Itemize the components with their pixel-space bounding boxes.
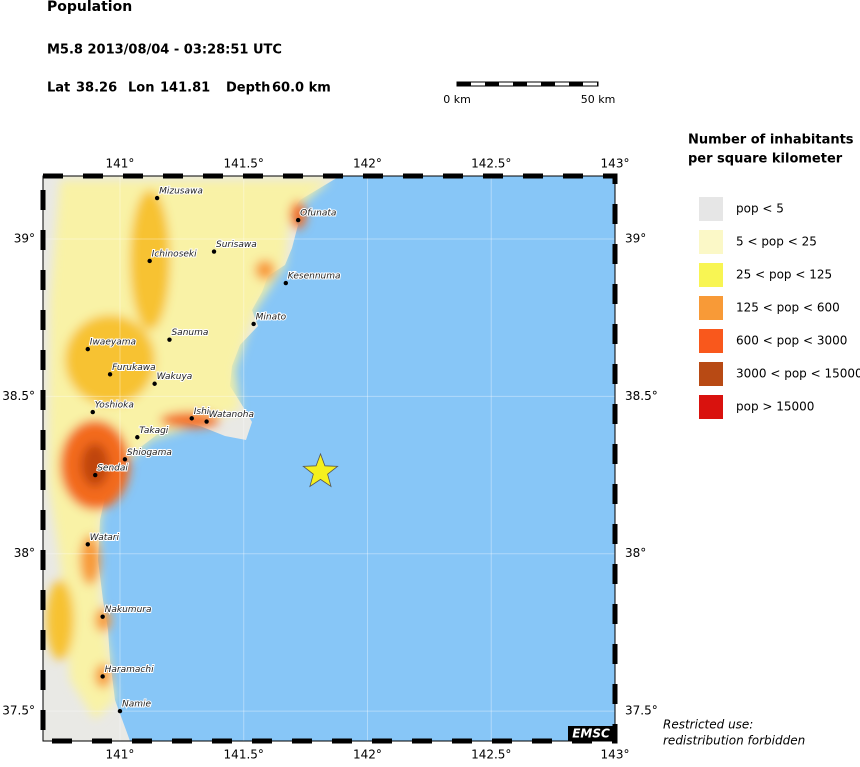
x-tick-label: 141° bbox=[106, 157, 135, 171]
city-label: Minato bbox=[256, 312, 287, 322]
city-label: Ishi bbox=[194, 407, 210, 417]
scale-start: 0 km bbox=[443, 93, 471, 106]
legend-swatch bbox=[699, 395, 723, 419]
city-label: Takagi bbox=[139, 426, 169, 436]
city-dot bbox=[189, 416, 194, 421]
x-tick-label: 142° bbox=[353, 157, 382, 171]
city-label: Nakumura bbox=[105, 605, 152, 615]
lon-label: Lon bbox=[128, 81, 154, 96]
legend-swatch bbox=[699, 329, 723, 353]
legend-swatch bbox=[699, 230, 723, 254]
x-tick-label: 142.5° bbox=[471, 748, 511, 762]
city-dot bbox=[135, 435, 140, 440]
city-label: Sanuma bbox=[171, 328, 208, 338]
city-dot bbox=[85, 346, 90, 352]
city-dot bbox=[107, 372, 113, 377]
city-dot bbox=[93, 472, 98, 478]
city-dot bbox=[211, 249, 217, 254]
city-label: Ichinoseki bbox=[152, 249, 197, 259]
city-dot bbox=[204, 419, 209, 424]
city-dot bbox=[100, 614, 105, 619]
x-tick-label: 143° bbox=[601, 157, 630, 171]
scale-end: 50 km bbox=[581, 93, 616, 106]
population-density bbox=[46, 180, 330, 720]
legend-swatch bbox=[699, 197, 723, 221]
city-label: Ofunata bbox=[300, 209, 336, 219]
legend-label: 3000 < pop < 15000 bbox=[736, 367, 860, 381]
legend-title: per square kilometer bbox=[688, 152, 843, 167]
x-tick-label: 142.5° bbox=[471, 157, 511, 171]
city-dot bbox=[154, 195, 160, 201]
title: Population bbox=[47, 0, 132, 15]
y-tick-label: 38° bbox=[14, 546, 35, 560]
map: Mizusawa Ofunata Surisawa Ichinoseki Kesennu… bbox=[43, 176, 615, 741]
legend-label: 125 < pop < 600 bbox=[736, 301, 840, 315]
legend-label: pop > 15000 bbox=[736, 400, 814, 414]
x-tick-label: 141.5° bbox=[224, 748, 264, 762]
city-label: Surisawa bbox=[216, 240, 257, 250]
y-tick-label: 38.5° bbox=[625, 389, 658, 403]
city-label: Kesennuma bbox=[288, 272, 341, 282]
legend-swatch bbox=[699, 296, 723, 320]
city-label: Namie bbox=[122, 700, 152, 710]
city-dot bbox=[100, 674, 105, 679]
city-label: Haramachi bbox=[105, 665, 154, 675]
city-label: Mizusawa bbox=[159, 187, 203, 197]
scale-bar bbox=[456, 81, 599, 87]
legend-label: 25 < pop < 125 bbox=[736, 268, 832, 282]
city-label: Iwaeyama bbox=[90, 338, 136, 348]
city-dot bbox=[152, 381, 157, 386]
footer: Restricted use: bbox=[663, 718, 753, 732]
depth: 60.0 km bbox=[272, 81, 331, 96]
legend-title: Number of inhabitants bbox=[688, 133, 854, 148]
city-label: Shiogama bbox=[127, 448, 172, 458]
x-tick-label: 142° bbox=[353, 748, 382, 762]
x-tick-label: 141.5° bbox=[224, 157, 264, 171]
epicenter bbox=[302, 452, 339, 488]
city-dot bbox=[90, 409, 95, 415]
footer: redistribution forbidden bbox=[663, 734, 805, 748]
city-dot bbox=[251, 321, 256, 327]
city-label: Yoshioka bbox=[95, 401, 134, 411]
legend-swatch bbox=[699, 362, 723, 386]
city-dot bbox=[295, 217, 301, 223]
depth-label: Depth bbox=[226, 81, 270, 96]
y-tick-label: 39° bbox=[625, 231, 646, 245]
city-dot bbox=[147, 258, 152, 264]
x-tick-label: 141° bbox=[106, 748, 135, 762]
city-dot bbox=[122, 457, 128, 462]
map-frame-ticks bbox=[40, 173, 618, 744]
city-label: Wakuya bbox=[157, 372, 193, 382]
credit-box bbox=[568, 726, 615, 741]
y-tick-label: 37.5° bbox=[2, 704, 35, 718]
legend-label: pop < 5 bbox=[736, 202, 784, 216]
legend-swatch bbox=[699, 263, 723, 287]
city-label: Watanoha bbox=[209, 410, 254, 420]
lat-label: Lat bbox=[47, 81, 70, 96]
y-tick-label: 38.5° bbox=[2, 389, 35, 403]
y-tick-label: 37.5° bbox=[625, 704, 658, 718]
lon: 141.81 bbox=[160, 81, 210, 96]
legend-label: 600 < pop < 3000 bbox=[736, 334, 847, 348]
event: M5.8 2013/08/04 - 03:28:51 UTC bbox=[47, 43, 282, 58]
city-dot bbox=[167, 337, 172, 342]
city-dot bbox=[117, 708, 123, 714]
city-label: Furukawa bbox=[112, 363, 156, 373]
x-tick-label: 143° bbox=[601, 748, 630, 762]
credit: EMSC bbox=[572, 727, 610, 741]
lat: 38.26 bbox=[76, 81, 117, 96]
y-tick-label: 38° bbox=[625, 546, 646, 560]
city-label: Watari bbox=[90, 533, 120, 543]
legend-label: 5 < pop < 25 bbox=[736, 235, 817, 249]
city-label: Sendai bbox=[97, 464, 128, 474]
city-dot bbox=[283, 280, 289, 286]
y-tick-label: 39° bbox=[14, 231, 35, 245]
city-dot bbox=[85, 542, 90, 547]
